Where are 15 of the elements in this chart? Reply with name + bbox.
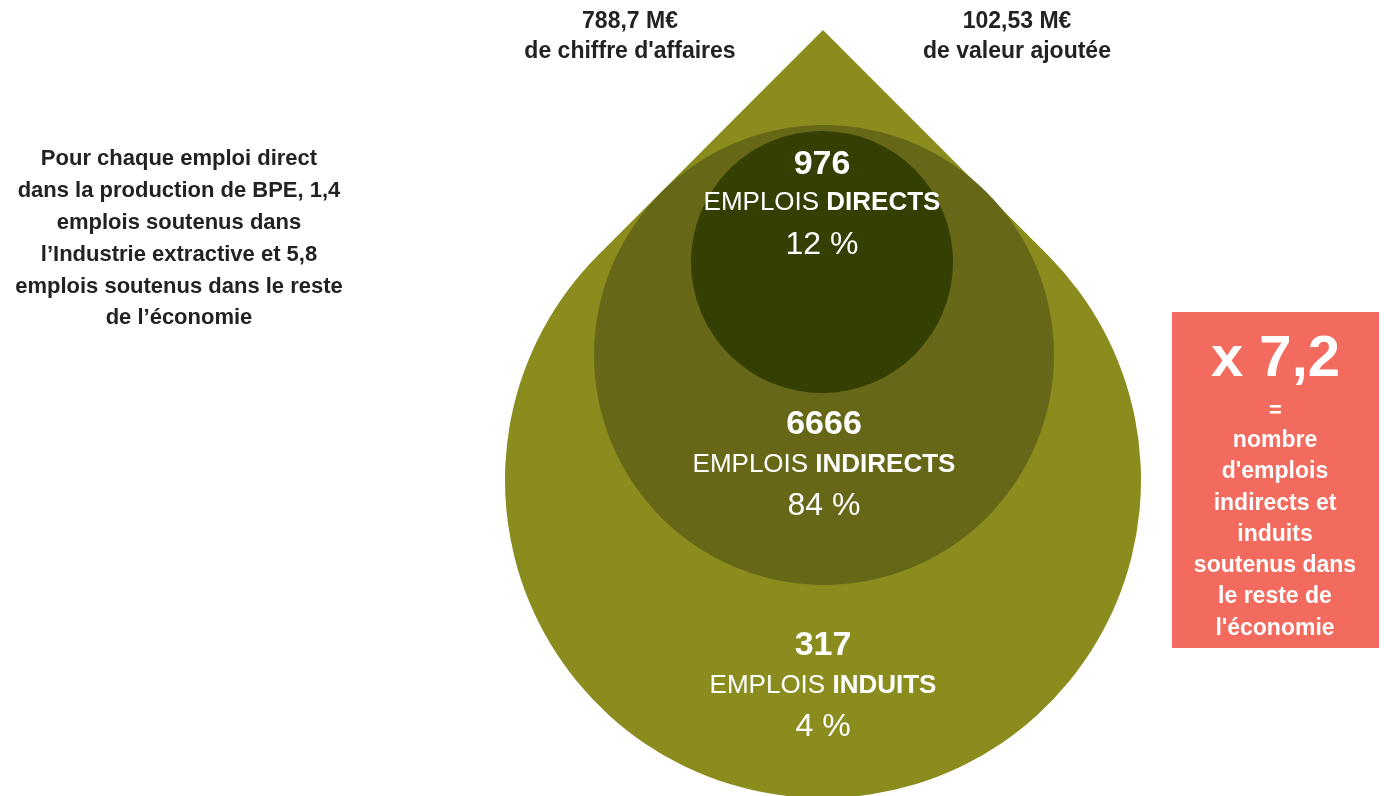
text: = bbox=[1268, 396, 1283, 424]
text: x 7,2 bbox=[1210, 322, 1341, 390]
category-label: EMPLOIS INDUITS bbox=[709, 669, 937, 700]
text: 102,53 M€ de valeur ajoutée bbox=[922, 6, 1112, 65]
category-label: EMPLOIS DIRECTS bbox=[703, 186, 941, 217]
data-label: 12 % bbox=[785, 224, 859, 261]
text: 788,7 M€ de chiffre d'affaires bbox=[523, 6, 737, 65]
text: 976 bbox=[793, 143, 851, 182]
data-label: 84 % bbox=[787, 485, 861, 522]
text: 6666 bbox=[786, 403, 862, 442]
text: nombre d'emplois indirects et induits soutenus dans le reste de l'économie bbox=[1192, 425, 1358, 642]
data-label: 4 % bbox=[795, 706, 851, 743]
category-label: EMPLOIS INDIRECTS bbox=[692, 448, 956, 479]
text: Pour chaque emploi direct dans la production de BPE, 1,4 emplois soutenus dans l’Industrie extractive et 5,8 emplois soutenus dans le reste de l’économie bbox=[14, 144, 344, 332]
text: 317 bbox=[794, 624, 852, 663]
